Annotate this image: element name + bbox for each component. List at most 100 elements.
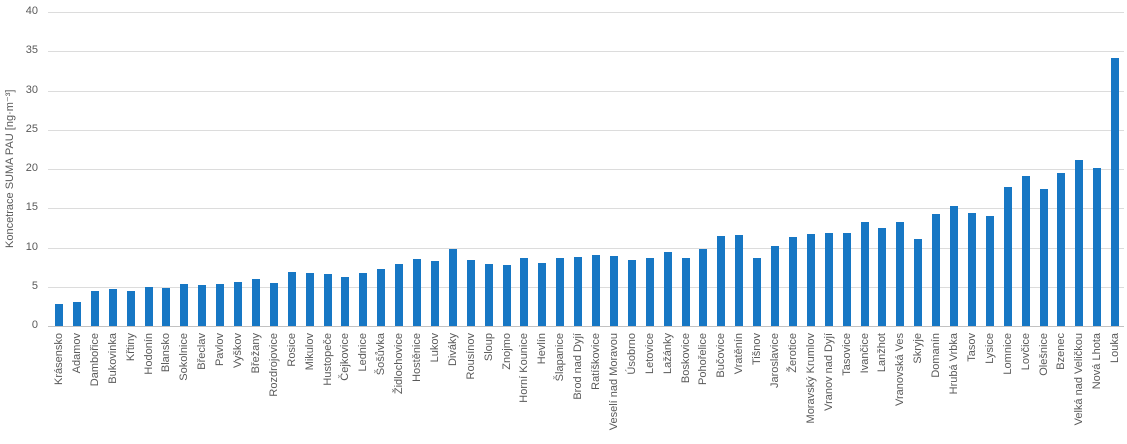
y-tick-label: 40 bbox=[25, 5, 38, 17]
x-category-label: Znojmo bbox=[498, 333, 516, 370]
bar bbox=[878, 227, 887, 326]
x-category-label-text: Břežany bbox=[249, 333, 262, 374]
x-category-label-text: Vratěnín bbox=[733, 333, 746, 375]
bar bbox=[520, 257, 529, 326]
x-category-label-text: Vranovská Ves bbox=[894, 333, 907, 406]
bar bbox=[1057, 172, 1066, 326]
x-category-label-text: Veselí nad Moravou bbox=[607, 333, 620, 431]
x-category-label: Bzenec bbox=[1052, 333, 1070, 370]
x-category-label-text: Sokolnice bbox=[178, 333, 191, 381]
x-category-label: Mikulov bbox=[301, 333, 319, 370]
x-category-label: Sokolnice bbox=[175, 333, 193, 381]
bar bbox=[556, 258, 565, 326]
x-category-label-text: Krásensko bbox=[53, 333, 65, 385]
x-category-label-text: Hevlín bbox=[536, 333, 549, 365]
x-category-label-text: Hrubá Vrbka bbox=[948, 333, 960, 395]
bar bbox=[950, 205, 958, 326]
x-category-label-text: Lysice bbox=[983, 333, 996, 364]
x-category-label: Tišnov bbox=[748, 333, 766, 365]
x-category-label-text: Dambořice bbox=[88, 333, 101, 387]
bar bbox=[967, 212, 976, 326]
bar bbox=[305, 273, 314, 326]
x-category-label: Břeclav bbox=[193, 333, 211, 370]
x-category-label-text: Lomnice bbox=[1001, 333, 1014, 375]
x-category-label-text: Adamov bbox=[70, 333, 83, 374]
bar bbox=[341, 276, 350, 326]
bar bbox=[180, 284, 189, 326]
bar bbox=[269, 282, 278, 326]
bar bbox=[663, 252, 672, 326]
x-category-label: Moravský Krumlov bbox=[802, 333, 820, 423]
gridline bbox=[48, 247, 1124, 249]
bar bbox=[914, 238, 923, 326]
x-category-label-text: Bukovinka bbox=[106, 333, 119, 384]
bar bbox=[323, 274, 332, 326]
bar bbox=[287, 271, 296, 326]
bar bbox=[699, 249, 708, 326]
gridline bbox=[48, 286, 1124, 288]
bar bbox=[466, 260, 475, 326]
x-category-label: Křtiny bbox=[122, 333, 140, 361]
x-category-label: Blansko bbox=[157, 333, 175, 372]
x-category-label-text: Znojmo bbox=[500, 333, 513, 370]
x-category-label: Vratěnín bbox=[730, 333, 748, 374]
x-category-label-text: Bučovice bbox=[715, 333, 728, 378]
x-category-label: Hrubá Vrbka bbox=[945, 333, 963, 394]
x-category-label-text: Horní Kounice bbox=[518, 333, 531, 403]
x-category-label: Hostěnice bbox=[408, 333, 426, 382]
x-category-label-text: Pohořelice bbox=[697, 333, 710, 385]
bar bbox=[860, 222, 869, 326]
bar bbox=[413, 259, 421, 326]
bar bbox=[842, 232, 851, 326]
x-category-label: Letovice bbox=[641, 333, 659, 374]
bar bbox=[824, 233, 833, 326]
x-category-label-text: Brod nad Dyjí bbox=[572, 333, 585, 400]
bar bbox=[448, 249, 457, 326]
bar bbox=[627, 260, 636, 326]
x-category-label: Lukov bbox=[426, 333, 444, 362]
bar bbox=[681, 257, 690, 326]
bar bbox=[430, 260, 439, 326]
x-category-label: Skryje bbox=[909, 333, 927, 364]
bar bbox=[126, 290, 135, 326]
x-category-label: Tasov bbox=[963, 333, 981, 362]
gridline bbox=[48, 12, 1124, 13]
x-category-label: Úsobrno bbox=[623, 333, 641, 375]
bar bbox=[1075, 159, 1084, 326]
x-category-label: Rozdrojovice bbox=[265, 333, 283, 397]
x-category-label: Vranovská Ves bbox=[891, 333, 909, 406]
x-category-label: Břežany bbox=[247, 333, 265, 373]
x-category-label-text: Pavlov bbox=[214, 333, 227, 367]
x-category-label: Horní Kounice bbox=[515, 333, 533, 403]
bar bbox=[144, 286, 153, 326]
x-category-label: Lysice bbox=[981, 333, 999, 364]
x-category-label-text: Lanžhot bbox=[876, 333, 889, 373]
x-category-label: Bukovinka bbox=[104, 333, 122, 384]
bar bbox=[771, 245, 779, 326]
x-category-label: Ratíškovice bbox=[587, 333, 605, 390]
x-category-label-text: Tišnov bbox=[751, 333, 764, 365]
x-category-label: Bučovice bbox=[712, 333, 730, 378]
bar bbox=[1003, 187, 1012, 326]
x-category-label-text: Rozdrojovice bbox=[267, 333, 280, 397]
x-category-label: Brod nad Dyjí bbox=[569, 333, 587, 400]
x-category-label-text: Blansko bbox=[160, 333, 173, 373]
x-category-label: Lomnice bbox=[999, 333, 1017, 375]
x-category-label: Hustopeče bbox=[319, 333, 337, 386]
x-category-label-text: Velká nad Veličkou bbox=[1073, 333, 1086, 426]
x-category-label-text: Žerotice bbox=[786, 333, 799, 373]
bar bbox=[592, 255, 600, 326]
x-category-label-text: Čejkovice bbox=[339, 333, 352, 381]
bar bbox=[198, 285, 207, 326]
x-category-label: Vranov nad Dyjí bbox=[820, 333, 838, 411]
x-category-label: Hodonín bbox=[140, 333, 158, 375]
x-category-label-text: Boskovice bbox=[679, 333, 692, 384]
x-category-label: Boskovice bbox=[677, 333, 695, 383]
x-category-label: Louka bbox=[1106, 333, 1124, 363]
x-category-label-text: Diváky bbox=[446, 333, 459, 367]
x-category-label-text: Olešnice bbox=[1037, 333, 1050, 376]
bar bbox=[538, 263, 547, 326]
bar bbox=[806, 234, 815, 326]
bar bbox=[162, 288, 171, 326]
x-category-label: Tasovice bbox=[838, 333, 856, 376]
